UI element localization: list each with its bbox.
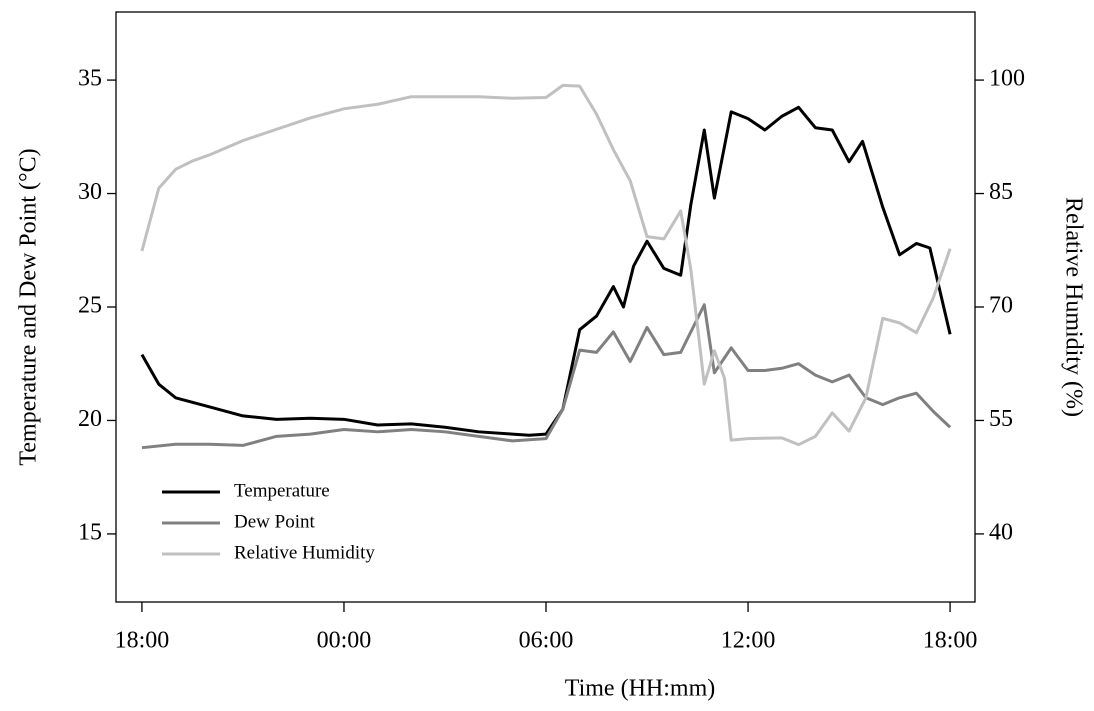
series-line (140, 105, 952, 437)
legend-label: Dew Point (234, 511, 315, 532)
y-tick-label: 30 (78, 179, 102, 205)
series-line (141, 303, 952, 450)
y-tick-label: 35 (78, 66, 102, 92)
y-tick-label: 15 (78, 519, 102, 545)
x-tick-label: 00:00 (317, 628, 372, 654)
y2-tick-label: 40 (989, 519, 1013, 545)
y-tick-label: 25 (78, 293, 102, 319)
y-axis-label: Temperature and Dew Point (°C) (16, 148, 42, 465)
y2-tick-label: 100 (989, 66, 1025, 92)
legend-label: Temperature (234, 480, 330, 501)
x-tick-label: 06:00 (519, 628, 574, 654)
x-axis-label: Time (HH:mm) (565, 676, 715, 702)
y2-tick-label: 85 (989, 179, 1013, 205)
x-tick-label: 18:00 (923, 628, 978, 654)
x-tick-label: 18:00 (115, 628, 170, 654)
y2-axis-label: Relative Humidity (%) (1060, 197, 1086, 417)
y-tick-label: 20 (78, 406, 102, 432)
x-tick-label: 12:00 (721, 628, 776, 654)
series-line (140, 83, 952, 447)
y2-tick-label: 55 (989, 406, 1013, 432)
y2-tick-label: 70 (989, 293, 1013, 319)
legend-label: Relative Humidity (234, 542, 375, 563)
